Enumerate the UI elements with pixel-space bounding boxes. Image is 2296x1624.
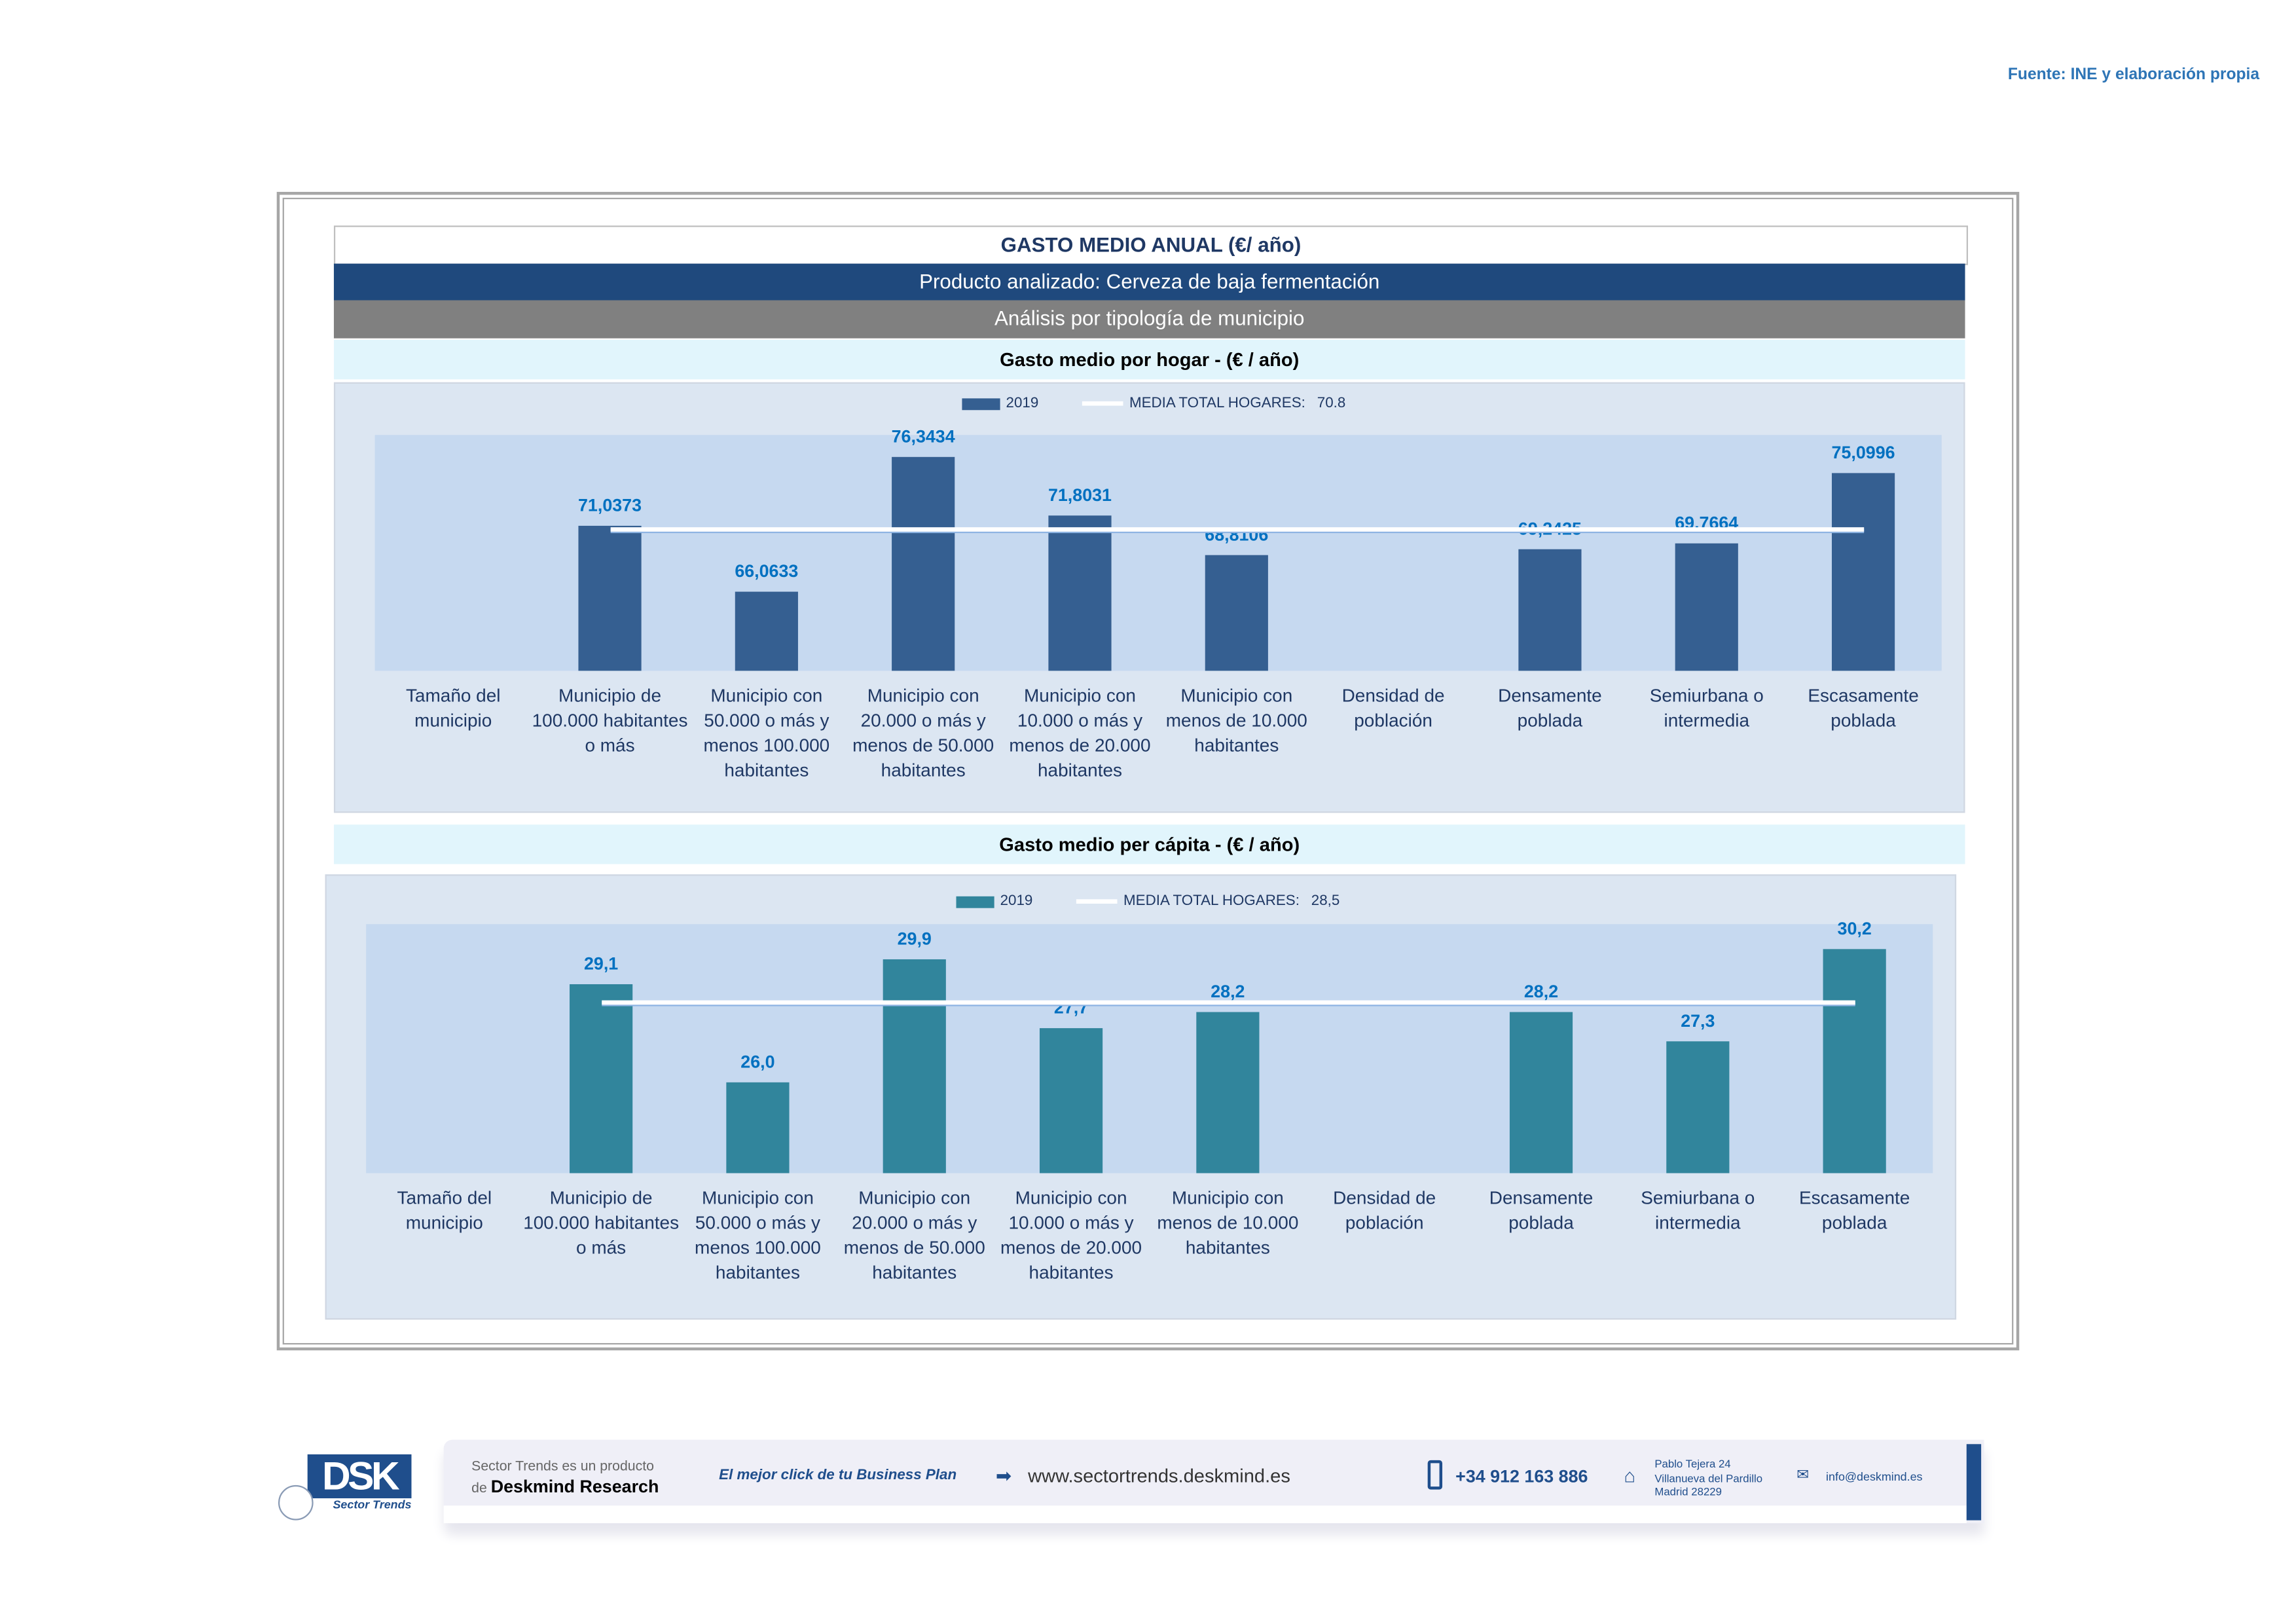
chart-legend: 2019 MEDIA TOTAL HOGARES: 70.8 bbox=[962, 395, 1346, 412]
chart-legend: 2019 MEDIA TOTAL HOGARES: 28,5 bbox=[956, 893, 1339, 910]
mean-line bbox=[601, 1001, 1855, 1005]
legend-mean-line bbox=[1082, 401, 1124, 406]
dsk-logo-sub: Sector Trends bbox=[333, 1498, 412, 1512]
footer-email[interactable]: info@deskmind.es bbox=[1826, 1470, 1923, 1484]
legend-series-label: 2019 bbox=[1000, 893, 1033, 910]
category-label: Densidad de población bbox=[1333, 1187, 1436, 1234]
category-label: Semiurbana o intermedia bbox=[1649, 685, 1764, 731]
address-line: Villanueva del Pardillo bbox=[1654, 1471, 1763, 1485]
dsk-logo: DSK bbox=[307, 1454, 412, 1499]
category-label: Semiurbana o intermedia bbox=[1641, 1187, 1755, 1234]
legend-mean-value: 70.8 bbox=[1317, 395, 1346, 412]
footer-website[interactable]: www.sectortrends.deskmind.es bbox=[1028, 1464, 1290, 1487]
legend-mean-value: 28,5 bbox=[1311, 893, 1340, 910]
data-label: 27,3 bbox=[1681, 1010, 1715, 1031]
chart-capita: 2019 MEDIA TOTAL HOGARES: 28,5 Tamaño del m… bbox=[325, 874, 1957, 1320]
bar bbox=[1048, 516, 1112, 671]
bar bbox=[1675, 542, 1738, 671]
footer-brand: Deskmind Research bbox=[490, 1476, 659, 1497]
category-label: Municipio de 100.000 habitantes o más bbox=[532, 685, 688, 756]
logo-arrow-icon bbox=[278, 1485, 314, 1521]
data-label: 71,8031 bbox=[1048, 485, 1112, 506]
category-label: Municipio con 10.000 o más y menos de 20… bbox=[1000, 1187, 1142, 1283]
report-title: GASTO MEDIO ANUAL (€/ año) bbox=[333, 225, 1968, 265]
category-label: Tamaño del municipio bbox=[397, 1187, 492, 1234]
legend-swatch-2019 bbox=[956, 895, 994, 908]
bar bbox=[726, 1081, 790, 1173]
bar bbox=[892, 456, 955, 671]
category-label: Municipio con menos de 10.000 habitantes bbox=[1157, 1187, 1299, 1259]
legend-mean-line bbox=[1076, 899, 1118, 904]
footer-product-de-line: de Deskmind Research bbox=[471, 1476, 659, 1496]
bar bbox=[1205, 555, 1268, 671]
category-label: Tamaño del municipio bbox=[405, 685, 501, 731]
bar bbox=[883, 959, 946, 1173]
phone-icon bbox=[1427, 1460, 1443, 1490]
data-label: 66,0633 bbox=[735, 561, 799, 581]
footer-product-line: Sector Trends es un producto bbox=[471, 1458, 654, 1475]
bar bbox=[1509, 1012, 1573, 1173]
legend-swatch-2019 bbox=[962, 397, 1000, 410]
source-note: Fuente: INE y elaboración propia bbox=[2007, 65, 2260, 84]
bar bbox=[1831, 473, 1895, 671]
data-label: 28,2 bbox=[1523, 982, 1559, 1003]
category-label: Municipio con 50.000 o más y menos 100.0… bbox=[703, 685, 830, 781]
website-icon: ➡ bbox=[995, 1464, 1012, 1487]
bar bbox=[578, 526, 642, 671]
category-label: Municipio con menos de 10.000 habitantes bbox=[1165, 685, 1307, 756]
chart-hogar-title: Gasto medio por hogar - (€ / año) bbox=[333, 339, 1965, 380]
address-line: Pablo Tejera 24 bbox=[1654, 1457, 1731, 1471]
bar bbox=[1196, 1012, 1260, 1173]
footer-phone: +34 912 163 886 bbox=[1455, 1466, 1588, 1487]
legend-mean-label: MEDIA TOTAL HOGARES: bbox=[1123, 893, 1300, 910]
product-banner: Producto analizado: Cerveza de baja ferm… bbox=[333, 263, 1965, 301]
chart-hogar: 2019 MEDIA TOTAL HOGARES: 70.8 Tamaño del m… bbox=[333, 382, 1965, 813]
category-label: Densidad de población bbox=[1341, 685, 1445, 731]
address-line: Madrid 28229 bbox=[1654, 1485, 1722, 1499]
footer-banner-strip bbox=[443, 1505, 1967, 1524]
category-label: Municipio con 20.000 o más y menos de 50… bbox=[843, 1187, 985, 1283]
data-label: 29,9 bbox=[897, 928, 932, 949]
bar bbox=[1666, 1041, 1730, 1173]
chart-capita-title: Gasto medio per cápita - (€ / año) bbox=[333, 824, 1965, 864]
category-label: Municipio con 10.000 o más y menos de 20… bbox=[1009, 685, 1151, 781]
category-label: Municipio con 50.000 o más y menos 100.0… bbox=[695, 1187, 821, 1283]
bar bbox=[1518, 549, 1582, 671]
mail-icon: ✉ bbox=[1796, 1467, 1810, 1484]
legend-series-label: 2019 bbox=[1006, 395, 1039, 412]
category-label: Densamente poblada bbox=[1489, 1187, 1594, 1234]
footer-address: Pablo Tejera 24 Villanueva del Pardillo … bbox=[1654, 1457, 1762, 1499]
data-label: 76,3434 bbox=[891, 426, 955, 447]
footer-de: de bbox=[471, 1481, 487, 1497]
bar bbox=[1039, 1028, 1103, 1173]
footer-slogan: El mejor click de tu Business Plan bbox=[719, 1467, 957, 1484]
analysis-banner: Análisis por tipología de municipio bbox=[333, 300, 1965, 339]
category-label: Municipio de 100.000 habitantes o más bbox=[523, 1187, 680, 1259]
category-label: Municipio con 20.000 o más y menos de 50… bbox=[852, 685, 994, 781]
data-label: 75,0996 bbox=[1831, 442, 1895, 463]
data-label: 29,1 bbox=[583, 953, 619, 974]
bar bbox=[1823, 949, 1886, 1173]
data-label: 28,2 bbox=[1211, 982, 1245, 1003]
data-label: 26,0 bbox=[740, 1050, 775, 1072]
data-label: 30,2 bbox=[1837, 918, 1872, 940]
category-label: Escasamente poblada bbox=[1808, 685, 1919, 731]
category-label: Densamente poblada bbox=[1498, 685, 1602, 731]
bar bbox=[570, 984, 633, 1173]
footer-accent-bar bbox=[1966, 1444, 1982, 1521]
legend-mean-label: MEDIA TOTAL HOGARES: bbox=[1129, 395, 1305, 412]
home-icon: ⌂ bbox=[1624, 1464, 1635, 1487]
data-label: 71,0373 bbox=[578, 495, 642, 516]
mean-line bbox=[610, 526, 1864, 532]
bar bbox=[735, 591, 798, 671]
category-label: Escasamente poblada bbox=[1798, 1187, 1910, 1234]
